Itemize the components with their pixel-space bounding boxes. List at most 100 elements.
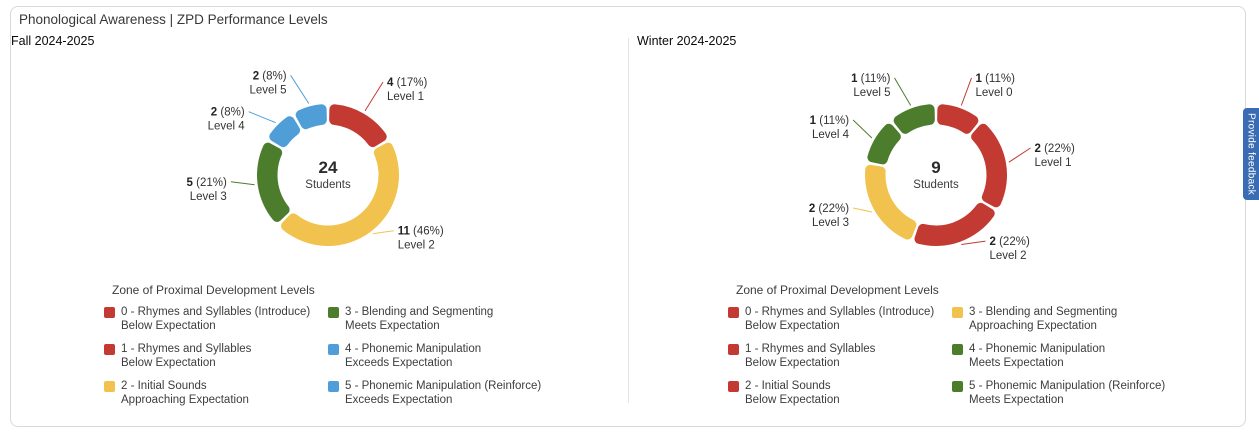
donut-center-caption: Students: [305, 179, 351, 191]
panel-title-fall: Fall 2024-2025: [11, 34, 95, 48]
legend-skill-label: 4 - Phonemic Manipulation: [345, 343, 482, 355]
legend-grid: 0 - Rhymes and Syllables (Introduce) Belo…: [728, 305, 1198, 407]
legend-skill-label: 3 - Blending and Segmenting: [345, 306, 494, 318]
legend-item: 2 - Initial Sounds Approaching Expectatio…: [104, 379, 328, 407]
donut-slice-level-2[interactable]: [281, 142, 399, 246]
slice-connector-line: [290, 75, 310, 104]
slice-connector-line: [852, 119, 873, 139]
legend-color-swatch-icon: [328, 381, 339, 392]
donut-slice-level-0[interactable]: [937, 104, 979, 134]
slice-connector-line: [364, 81, 384, 112]
legend-skill-label: 5 - Phonemic Manipulation (Reinforce): [969, 380, 1166, 392]
legend-expectation-label: Below Expectation: [745, 320, 840, 332]
legend-item-text: 2 - Initial Sounds Approaching Expectatio…: [121, 379, 249, 407]
slice-label: 2 (8%) Level 4: [208, 107, 246, 133]
legend-item-text: 0 - Rhymes and Syllables (Introduce) Belo…: [745, 305, 934, 333]
legend-winter: Zone of Proximal Development Levels 0 - …: [728, 283, 1198, 407]
legend-expectation-label: Meets Expectation: [345, 320, 440, 332]
legend-skill-label: 2 - Initial Sounds: [745, 380, 831, 392]
legend-item: 4 - Phonemic Manipulation Exceeds Expecta…: [328, 342, 552, 370]
page-title: Phonological Awareness | ZPD Performance…: [19, 12, 328, 27]
slice-label: 2 (22%) Level 3: [809, 203, 849, 229]
slice-label: 2 (22%) Level 2: [990, 236, 1030, 262]
legend-color-swatch-icon: [952, 381, 963, 392]
panel-title-winter: Winter 2024-2025: [637, 34, 737, 48]
donut-center-total: 24: [319, 158, 338, 177]
legend-item-text: 1 - Rhymes and Syllables Below Expectatio…: [745, 342, 875, 370]
legend-color-swatch-icon: [728, 307, 739, 318]
legend-color-swatch-icon: [104, 381, 115, 392]
legend-fall: Zone of Proximal Development Levels 0 - …: [104, 283, 574, 407]
legend-item-text: 0 - Rhymes and Syllables (Introduce) Belo…: [121, 305, 310, 333]
legend-item-text: 5 - Phonemic Manipulation (Reinforce) Mee…: [969, 379, 1165, 407]
legend-item-text: 1 - Rhymes and Syllables Below Expectatio…: [121, 342, 251, 370]
donut-center-total: 9: [931, 158, 940, 177]
legend-skill-label: 0 - Rhymes and Syllables (Introduce): [121, 306, 311, 318]
legend-item-text: 4 - Phonemic Manipulation Exceeds Expecta…: [345, 342, 481, 370]
legend-expectation-label: Below Expectation: [121, 320, 216, 332]
donut-slice-level-5[interactable]: [295, 104, 327, 130]
legend-item: 3 - Blending and Segmenting Approaching E…: [952, 305, 1176, 333]
legend-expectation-label: Approaching Expectation: [121, 394, 249, 406]
legend-color-swatch-icon: [328, 307, 339, 318]
legend-expectation-label: Exceeds Expectation: [345, 357, 453, 369]
slice-connector-line: [894, 77, 912, 106]
legend-color-swatch-icon: [728, 381, 739, 392]
legend-item: 2 - Initial Sounds Below Expectation: [728, 379, 952, 407]
legend-item: 3 - Blending and Segmenting Meets Expecta…: [328, 305, 552, 333]
donut-chart-fall: 4 (17%) Level 1 11 (46%) Level 2 5 (21%) Leve…: [187, 70, 444, 251]
legend-expectation-label: Meets Expectation: [969, 394, 1064, 406]
legend-item: 1 - Rhymes and Syllables Below Expectatio…: [104, 342, 328, 370]
slice-connector-line: [1008, 147, 1031, 163]
legend-expectation-label: Exceeds Expectation: [345, 394, 453, 406]
donut-slice-level-4[interactable]: [269, 116, 301, 148]
legend-grid: 0 - Rhymes and Syllables (Introduce) Belo…: [104, 305, 574, 407]
legend-skill-label: 0 - Rhymes and Syllables (Introduce): [745, 306, 935, 318]
legend-expectation-label: Approaching Expectation: [969, 320, 1097, 332]
provide-feedback-tab[interactable]: Provide feedback: [1243, 108, 1259, 200]
slice-connector-line: [852, 207, 873, 213]
legend-item-text: 3 - Blending and Segmenting Approaching E…: [969, 305, 1117, 333]
legend-item-text: 4 - Phonemic Manipulation Meets Expectati…: [969, 342, 1105, 370]
legend-item: 0 - Rhymes and Syllables (Introduce) Belo…: [104, 305, 328, 333]
legend-expectation-label: Below Expectation: [745, 394, 840, 406]
slice-connector-line: [230, 181, 255, 186]
donut-slice-level-3[interactable]: [865, 164, 917, 240]
legend-item: 5 - Phonemic Manipulation (Reinforce) Mee…: [952, 379, 1176, 407]
legend-skill-label: 4 - Phonemic Manipulation: [969, 343, 1106, 355]
legend-item-text: 3 - Blending and Segmenting Meets Expecta…: [345, 305, 493, 333]
legend-item: 1 - Rhymes and Syllables Below Expectatio…: [728, 342, 952, 370]
donut-chart-winter: 1 (11%) Level 0 2 (22%) Level 1 2 (22%) Level…: [809, 73, 1075, 262]
legend-item-text: 5 - Phonemic Manipulation (Reinforce) Exc…: [345, 379, 541, 407]
slice-label: 4 (17%) Level 1: [387, 77, 427, 103]
donut-slice-level-2[interactable]: [914, 202, 995, 247]
legend-expectation-label: Below Expectation: [745, 357, 840, 369]
legend-color-swatch-icon: [328, 344, 339, 355]
slice-label: 5 (21%) Level 3: [187, 177, 227, 203]
slice-label: 2 (22%) Level 1: [1035, 143, 1075, 169]
donut-slice-level-3[interactable]: [257, 142, 290, 222]
legend-skill-label: 3 - Blending and Segmenting: [969, 306, 1118, 318]
slice-label: 2 (8%) Level 5: [250, 70, 287, 96]
donut-slice-level-5[interactable]: [893, 104, 935, 134]
legend-skill-label: 1 - Rhymes and Syllables: [745, 343, 876, 355]
legend-color-swatch-icon: [104, 307, 115, 318]
legend-skill-label: 5 - Phonemic Manipulation (Reinforce): [345, 380, 542, 392]
slice-connector-line: [960, 77, 972, 106]
legend-item: 5 - Phonemic Manipulation (Reinforce) Exc…: [328, 379, 552, 407]
donut-center-caption: Students: [913, 179, 959, 191]
donut-slice-level-4[interactable]: [867, 123, 901, 165]
legend-skill-label: 1 - Rhymes and Syllables: [121, 343, 252, 355]
slice-connector-line: [961, 240, 986, 245]
panel-divider: [628, 38, 629, 403]
legend-item-text: 2 - Initial Sounds Below Expectation: [745, 379, 840, 407]
legend-expectation-label: Below Expectation: [121, 357, 216, 369]
donut-slice-level-1[interactable]: [971, 123, 1007, 208]
donut-slice-level-1[interactable]: [329, 104, 387, 148]
legend-skill-label: 2 - Initial Sounds: [121, 380, 207, 392]
legend-title: Zone of Proximal Development Levels: [736, 283, 939, 297]
legend-item: 0 - Rhymes and Syllables (Introduce) Belo…: [728, 305, 952, 333]
slice-label: 1 (11%) Level 5: [851, 73, 891, 99]
